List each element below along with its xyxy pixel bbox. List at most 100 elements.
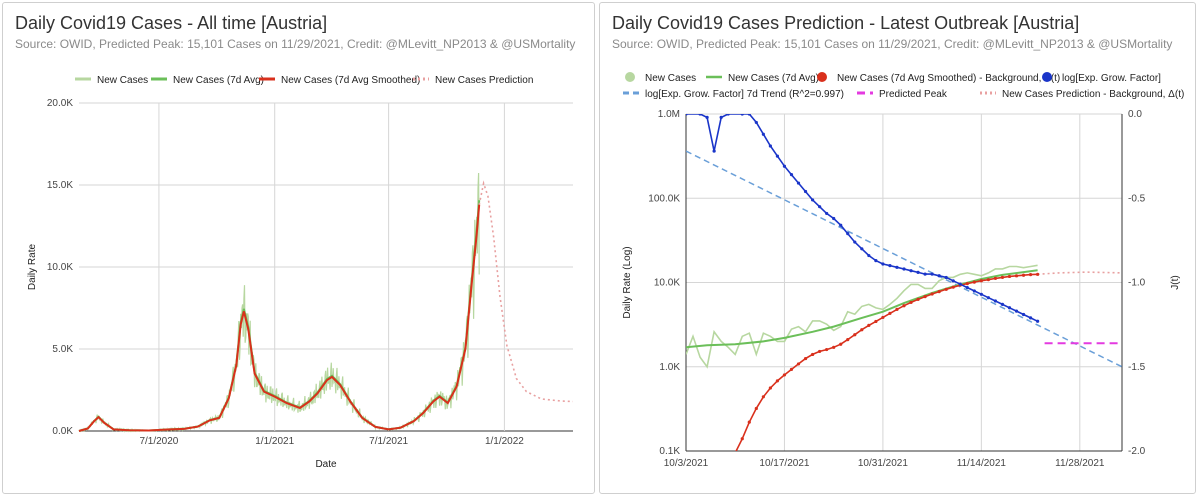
legend-label: New Cases (7d Avg Smoothed) - Background… [837,73,1060,84]
chart-subtitle: Source: OWID, Predicted Peak: 15,101 Cas… [612,37,1173,51]
series-smoothed-background [735,273,1038,451]
legend-label: log[Exp. Grow. Factor] 7d Trend (R^2=0.9… [645,89,844,100]
smoothed-background-point [881,315,885,320]
y-tick-label: 20.0K [47,98,73,109]
legend-label: New Cases (7d Avg) [173,75,264,86]
growth-factor-point [937,274,941,278]
y-tick-label: 0.0K [52,426,73,437]
growth-factor-point [902,267,906,271]
growth-factor-point [993,299,998,303]
y-tick-label: 10.0K [47,262,73,273]
growth-factor-point [768,144,772,148]
y2-axis-label: J(t) [1170,275,1181,289]
growth-factor-point [895,265,899,269]
x-tick-label: 11/14/2021 [957,458,1007,469]
legend-label: New Cases Prediction - Background, Δ(t) [1002,89,1184,100]
growth-factor-point [740,114,744,116]
smoothed-background-point [860,328,864,332]
chart-panel-prediction: Daily Covid19 Cases Prediction - Latest … [599,2,1196,494]
growth-factor-point [796,181,801,185]
y-axis-label: Daily Rate [27,244,38,291]
smoothed-background-point [825,347,829,352]
smoothed-background-point [775,379,780,383]
legend-label: Predicted Peak [879,89,948,100]
legend-label: log[Exp. Grow. Factor] [1062,73,1161,84]
y-tick-label: 5.0K [52,344,73,355]
growth-factor-point [1014,309,1019,313]
series-growth-trend [686,150,1122,368]
smoothed-background-point [930,292,934,296]
smoothed-background-point [951,285,955,289]
series-prediction-background [1037,271,1122,276]
smoothed-background-point [839,342,843,346]
growth-factor-point [930,272,934,276]
growth-factor-point [1000,302,1005,307]
plot-area [686,114,1122,454]
series-new-cases [686,264,1038,369]
series-new-cases-7d-avg-smoothed [78,204,481,432]
x-tick-label: 1/1/2021 [255,436,294,447]
chart-title: Daily Covid19 Cases - All time [Austria] [15,13,328,33]
growth-factor-point [789,173,794,177]
growth-factor-point [1021,312,1026,317]
smoothed-background-point [810,352,815,357]
growth-factor-point [726,114,730,116]
growth-factor-point [979,292,983,296]
x-tick-label: 7/1/2021 [369,436,408,447]
y2-tick-label: 0.0 [1128,109,1142,120]
smoothed-background-point [853,333,857,337]
y-tick-label: 15.0K [47,180,73,191]
growth-factor-point [867,253,871,258]
chart-title: Daily Covid19 Cases Prediction - Latest … [612,13,1080,33]
y2-tick-label: -0.5 [1128,193,1146,204]
smoothed-background-point [1000,275,1005,279]
series-growth-factor [686,114,1038,323]
legend-label: New Cases (7d Avg) [728,73,819,84]
growth-factor-point [775,154,780,158]
growth-factor-point [705,115,709,119]
smoothed-background-point [895,307,899,311]
growth-factor-point [754,120,758,125]
growth-factor-point [1007,306,1012,310]
growth-factor-point [782,164,787,168]
smoothed-background-point [972,280,976,284]
smoothed-background-point [916,297,920,302]
x-tick-label: 10/3/2021 [664,458,709,469]
smoothed-background-point [803,356,808,361]
x-tick-label: 1/1/2022 [485,436,524,447]
smoothed-background-point [993,276,998,280]
growth-factor-point [909,269,913,273]
growth-factor-point [686,114,688,116]
growth-factor-point [719,115,723,119]
legend-label: New Cases (7d Avg Smoothed) [281,75,420,86]
smoothed-background-point [888,311,892,315]
smoothed-background-point [734,451,737,454]
growth-factor-point [1028,316,1033,320]
growth-factor-point [986,296,990,300]
smoothed-background-point [796,362,801,366]
growth-factor-point [712,149,716,153]
growth-factor-point [923,272,927,276]
smoothed-background-point [937,289,941,294]
growth-factor-point [747,114,751,116]
growth-factor-point [965,285,969,290]
smoothed-background-point [754,406,758,411]
y-tick-label: 1.0K [659,362,680,373]
growth-factor-point [944,275,948,280]
growth-factor-point [839,223,843,227]
growth-factor-point [832,216,836,221]
smoothed-background-point [1021,273,1026,277]
growth-factor-point [881,262,885,266]
y2-tick-label: -1.0 [1128,278,1146,289]
smoothed-background-point [979,279,983,283]
smoothed-background-point [1007,274,1012,279]
smoothed-background-point [782,373,787,377]
y-axis-label: Daily Rate (Log) [622,246,633,318]
growth-factor-point [698,114,702,116]
series-new-cases-7d-avg [686,269,1038,349]
smoothed-background-point [965,282,969,286]
smoothed-background-point [846,338,850,342]
growth-factor-point [846,232,850,236]
growth-factor-point [803,189,808,194]
growth-factor-point [1036,319,1040,323]
